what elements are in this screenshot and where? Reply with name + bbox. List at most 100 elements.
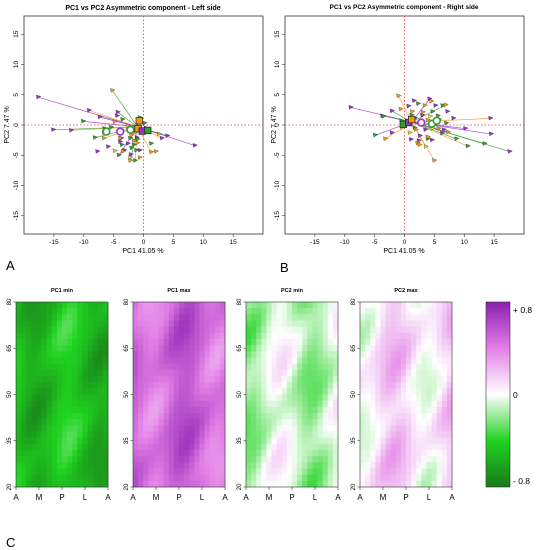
heatmap-cell bbox=[437, 308, 442, 314]
heatmap-cell bbox=[292, 475, 297, 481]
heatmap-cell bbox=[323, 425, 328, 431]
heatmap-cell bbox=[194, 327, 199, 333]
data-point-green bbox=[444, 121, 449, 125]
heatmap-cell bbox=[391, 364, 396, 370]
heatmap-cell bbox=[380, 388, 385, 394]
heatmap-cell bbox=[442, 388, 447, 394]
heatmap-cell bbox=[52, 376, 57, 382]
heatmap-cell bbox=[31, 364, 36, 370]
heatmap-cell bbox=[401, 376, 406, 382]
heatmap-cell bbox=[277, 419, 282, 425]
heatmap-cell bbox=[103, 456, 108, 462]
heatmap-cell bbox=[52, 339, 57, 345]
heatmap-cell bbox=[272, 444, 277, 450]
heatmap-cell bbox=[272, 321, 277, 327]
heatmap-cell bbox=[287, 444, 292, 450]
heatmap-cell bbox=[386, 339, 391, 345]
heatmap-cell bbox=[312, 401, 317, 407]
heatmap-cell bbox=[164, 333, 169, 339]
heatmap-cell bbox=[138, 475, 143, 481]
heatmap-cell bbox=[93, 327, 98, 333]
heatmap-cell bbox=[272, 327, 277, 333]
heatmap-cell bbox=[31, 321, 36, 327]
heatmap-cell bbox=[251, 314, 256, 320]
plot-b-x-tick-label: -5 bbox=[372, 239, 378, 246]
heatmap-cell bbox=[272, 425, 277, 431]
heatmap-cell bbox=[421, 413, 426, 419]
heatmap-cell bbox=[432, 481, 437, 487]
heatmap-cell bbox=[179, 438, 184, 444]
heatmap-cell bbox=[447, 376, 452, 382]
heatmap-cell bbox=[442, 358, 447, 364]
heatmap-cell bbox=[47, 395, 52, 401]
heatmap-cell bbox=[215, 314, 220, 320]
heatmap-cell bbox=[333, 364, 338, 370]
heatmap-cell bbox=[67, 444, 72, 450]
heatmap-cell bbox=[215, 475, 220, 481]
heatmap-cell bbox=[360, 425, 365, 431]
heatmap-cell bbox=[287, 388, 292, 394]
heatmap-cell bbox=[365, 456, 370, 462]
heatmap-cell bbox=[159, 444, 164, 450]
heatmap-cell bbox=[261, 370, 266, 376]
heatmap-cell bbox=[189, 327, 194, 333]
heatmap-cell bbox=[21, 395, 26, 401]
heatmap-cell bbox=[57, 333, 62, 339]
heatmap-cell bbox=[93, 475, 98, 481]
heatmap-cell bbox=[16, 481, 21, 487]
heatmap-cell bbox=[194, 444, 199, 450]
heatmap-cell bbox=[401, 450, 406, 456]
heatmap-cell bbox=[411, 444, 416, 450]
heatmap-cell bbox=[16, 388, 21, 394]
heatmap-cell bbox=[174, 370, 179, 376]
heatmap-cell bbox=[77, 308, 82, 314]
heatmap-cell bbox=[138, 401, 143, 407]
heatmap-cell bbox=[93, 432, 98, 438]
heatmap-cell bbox=[220, 370, 225, 376]
heatmap-cell bbox=[277, 401, 282, 407]
heatmap-cell bbox=[220, 462, 225, 468]
heatmap-cell bbox=[169, 425, 174, 431]
heatmap-cell bbox=[31, 450, 36, 456]
heatmap-cell bbox=[370, 388, 375, 394]
heatmap-cell bbox=[184, 327, 189, 333]
heatmap-cell bbox=[447, 327, 452, 333]
heatmap-cell bbox=[292, 419, 297, 425]
plot-b-y-tick-label: 5 bbox=[274, 93, 281, 97]
heatmap-cell bbox=[16, 395, 21, 401]
heatmap-cell bbox=[220, 450, 225, 456]
heatmap-cell bbox=[292, 407, 297, 413]
heatmap-cell bbox=[210, 308, 215, 314]
heatmap-cell bbox=[272, 407, 277, 413]
heatmap-cell bbox=[82, 376, 87, 382]
heatmap-cell bbox=[210, 351, 215, 357]
heatmap-cell bbox=[88, 308, 93, 314]
heatmap-cell bbox=[256, 308, 261, 314]
heatmap-cell bbox=[297, 456, 302, 462]
heatmap-cell bbox=[375, 314, 380, 320]
heatmap-cell bbox=[256, 382, 261, 388]
heatmap-cell bbox=[16, 438, 21, 444]
heatmap-cell bbox=[138, 351, 143, 357]
heatmap-cell bbox=[396, 302, 401, 308]
data-point-purple bbox=[409, 137, 414, 141]
heatmap-cell bbox=[179, 481, 184, 487]
heatmap-cell bbox=[302, 419, 307, 425]
heatmap-cell bbox=[199, 456, 204, 462]
heatmap-cell bbox=[360, 376, 365, 382]
heatmap-cell bbox=[307, 432, 312, 438]
heatmap-cell bbox=[365, 314, 370, 320]
heatmap-cell bbox=[307, 388, 312, 394]
heatmap-y-tick-label: 35 bbox=[351, 437, 357, 444]
heatmap-cell bbox=[375, 345, 380, 351]
heatmap-cell bbox=[251, 339, 256, 345]
heatmap-cell bbox=[375, 450, 380, 456]
heatmap-cell bbox=[138, 419, 143, 425]
heatmap-cell bbox=[297, 450, 302, 456]
plot-a-y-tick-label: 15 bbox=[13, 30, 20, 38]
heatmap-cell bbox=[292, 469, 297, 475]
heatmap-cell bbox=[153, 308, 158, 314]
heatmap-cell bbox=[287, 339, 292, 345]
heatmap-cell bbox=[220, 302, 225, 308]
heatmap-cell bbox=[210, 413, 215, 419]
